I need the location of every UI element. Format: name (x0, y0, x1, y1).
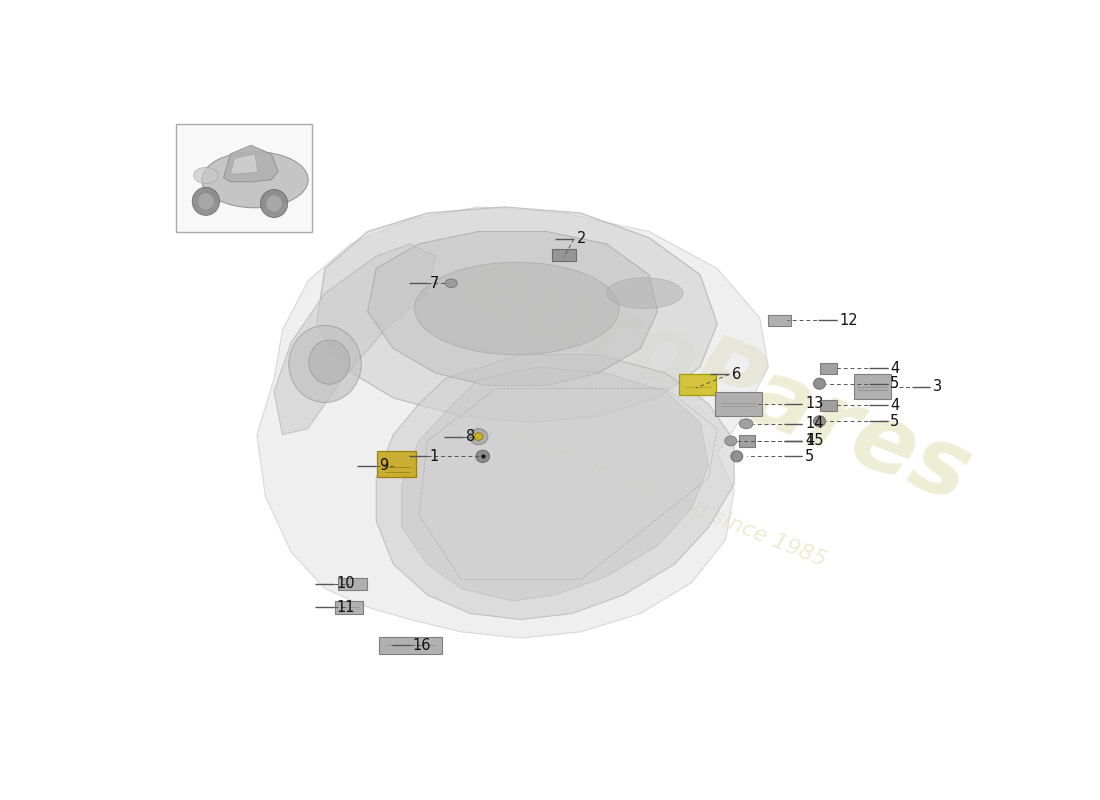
FancyBboxPatch shape (820, 400, 837, 410)
Text: 4: 4 (805, 434, 814, 449)
Text: 13: 13 (805, 397, 824, 411)
Text: 4: 4 (890, 361, 900, 376)
Text: 5: 5 (805, 449, 814, 464)
Text: euroPares: euroPares (451, 236, 983, 522)
Text: 11: 11 (337, 600, 354, 614)
Ellipse shape (469, 429, 488, 445)
Ellipse shape (201, 152, 308, 208)
Ellipse shape (289, 326, 361, 402)
Text: a passion for motoring since 1985: a passion for motoring since 1985 (469, 410, 829, 570)
Ellipse shape (266, 195, 283, 212)
Polygon shape (402, 367, 708, 601)
Ellipse shape (192, 187, 220, 215)
FancyBboxPatch shape (378, 637, 442, 654)
Text: 15: 15 (805, 434, 824, 449)
Polygon shape (317, 207, 717, 422)
Polygon shape (274, 244, 436, 435)
Text: 1: 1 (430, 449, 439, 464)
Polygon shape (367, 231, 658, 386)
FancyBboxPatch shape (338, 578, 366, 590)
Text: 6: 6 (732, 367, 741, 382)
Ellipse shape (474, 433, 483, 440)
Text: 12: 12 (839, 313, 858, 328)
Ellipse shape (739, 418, 754, 429)
FancyBboxPatch shape (768, 314, 791, 326)
Text: 16: 16 (412, 638, 431, 653)
Text: 9: 9 (378, 458, 388, 473)
Ellipse shape (606, 278, 683, 309)
FancyBboxPatch shape (820, 362, 837, 374)
Text: 2: 2 (576, 231, 586, 246)
FancyBboxPatch shape (739, 435, 755, 446)
Polygon shape (257, 207, 768, 638)
Text: 4: 4 (890, 398, 900, 413)
Ellipse shape (415, 262, 619, 354)
Polygon shape (376, 354, 735, 619)
FancyBboxPatch shape (679, 374, 716, 395)
Ellipse shape (476, 450, 490, 462)
Ellipse shape (814, 416, 825, 426)
Ellipse shape (446, 279, 458, 287)
Text: 3: 3 (933, 379, 942, 394)
Text: 14: 14 (805, 416, 824, 431)
Polygon shape (223, 146, 278, 182)
Ellipse shape (725, 436, 737, 446)
Ellipse shape (814, 378, 825, 390)
Ellipse shape (198, 193, 214, 210)
Text: 10: 10 (337, 576, 355, 591)
Ellipse shape (730, 451, 743, 462)
FancyBboxPatch shape (336, 601, 363, 614)
FancyBboxPatch shape (377, 451, 416, 478)
FancyBboxPatch shape (552, 249, 575, 261)
FancyBboxPatch shape (854, 374, 891, 399)
Ellipse shape (194, 167, 218, 183)
Text: 5: 5 (890, 414, 900, 429)
FancyBboxPatch shape (176, 124, 312, 231)
Text: 8: 8 (465, 429, 475, 444)
Text: 7: 7 (430, 276, 439, 290)
Text: 5: 5 (890, 376, 900, 391)
Polygon shape (230, 154, 257, 174)
FancyBboxPatch shape (715, 392, 761, 416)
Ellipse shape (261, 190, 288, 218)
Ellipse shape (309, 340, 350, 384)
